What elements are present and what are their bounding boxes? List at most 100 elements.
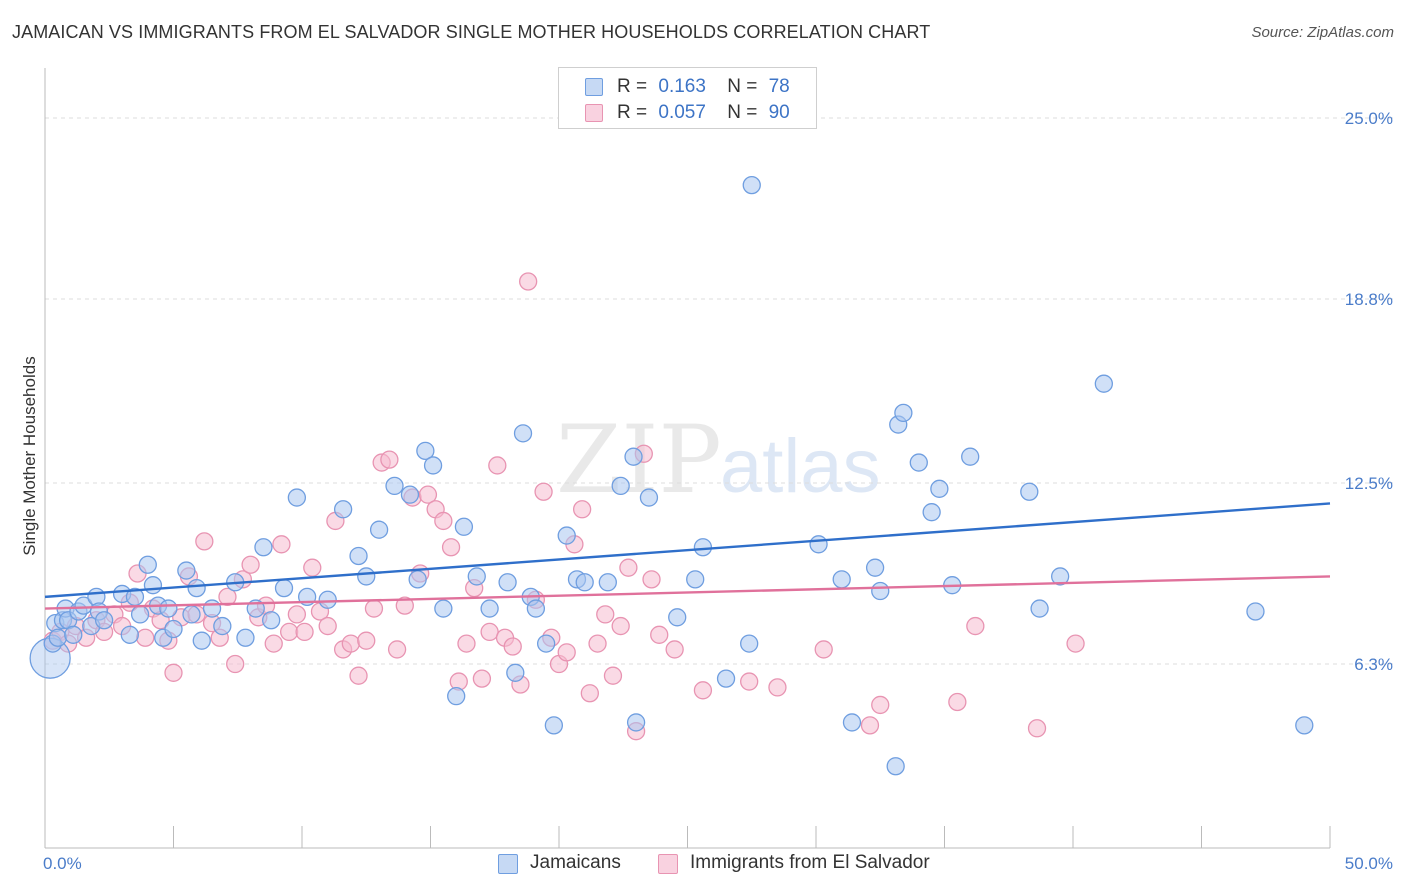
data-point-jamaicans	[236, 628, 255, 647]
x-tick-labels: 0.0% 50.0%	[43, 854, 1393, 873]
data-point-jamaicans	[213, 616, 232, 636]
trend-line-salvador	[44, 575, 1331, 610]
data-point-jamaicans	[400, 485, 420, 504]
legend-swatch-jamaicans	[585, 78, 603, 96]
data-point-jamaicans	[318, 590, 337, 609]
data-point-jamaicans	[506, 663, 525, 682]
trend-lines	[44, 502, 1331, 610]
data-point-jamaicans	[262, 611, 281, 630]
data-point-jamaicans	[357, 567, 376, 586]
data-point-salvador	[665, 640, 684, 659]
data-point-jamaicans	[624, 447, 643, 466]
data-point-salvador	[287, 605, 307, 624]
data-point-jamaicans	[575, 573, 594, 592]
data-point-salvador	[814, 640, 833, 659]
data-point-jamaicans	[922, 503, 941, 522]
data-point-salvador	[195, 532, 214, 551]
data-point-jamaicans	[1295, 716, 1314, 735]
data-point-salvador	[611, 616, 630, 636]
correlation-legend: R = 0.163 N = 78 R = 0.057 N = 90	[558, 67, 817, 129]
axes	[44, 68, 1331, 849]
data-point-jamaicans	[498, 573, 517, 592]
r-value: 0.163	[658, 76, 706, 97]
data-point-jamaicans	[809, 535, 828, 554]
data-point-salvador	[136, 628, 155, 647]
data-point-salvador	[1027, 719, 1047, 738]
data-point-jamaicans	[94, 611, 114, 630]
data-point-salvador	[357, 631, 376, 650]
data-point-jamaicans	[544, 716, 564, 735]
data-point-jamaicans	[598, 573, 617, 592]
trend-line-jamaicans	[44, 502, 1331, 599]
data-point-jamaicans	[434, 599, 453, 618]
data-point-salvador	[650, 625, 669, 644]
data-point-salvador	[948, 692, 967, 712]
data-point-jamaicans	[1051, 567, 1070, 586]
data-point-salvador	[503, 637, 522, 656]
data-point-jamaicans	[668, 608, 687, 627]
data-point-jamaicans	[480, 599, 499, 618]
data-point-salvador	[387, 640, 407, 659]
legend-swatch-salvador	[585, 104, 603, 122]
data-point-salvador	[295, 622, 314, 642]
data-point-jamaicans	[832, 570, 851, 589]
data-point-salvador	[364, 599, 384, 618]
data-point-jamaicans	[871, 581, 890, 601]
data-point-jamaicans	[1020, 482, 1039, 501]
data-point-salvador	[519, 272, 538, 291]
data-point-jamaicans	[454, 517, 474, 536]
data-point-jamaicans	[333, 500, 353, 519]
data-point-jamaicans	[537, 634, 556, 653]
legend-swatch-jamaicans	[498, 854, 518, 874]
y-tick-label: 18.8%	[1345, 290, 1393, 309]
data-point-jamaicans	[693, 538, 713, 557]
data-point-salvador	[457, 634, 476, 653]
data-point-jamaicans	[274, 578, 294, 598]
y-axis-label: Single Mother Households	[20, 356, 39, 555]
data-point-salvador	[488, 456, 507, 475]
chart-title: JAMAICAN VS IMMIGRANTS FROM EL SALVADOR …	[12, 22, 931, 42]
series-legend: Jamaicans Immigrants from El Salvador	[0, 852, 1406, 878]
data-point-salvador	[279, 622, 299, 642]
series-jamaicans	[29, 175, 1314, 776]
data-point-jamaicans	[842, 713, 862, 732]
data-point-jamaicans	[513, 424, 533, 443]
data-point-salvador	[603, 666, 623, 685]
data-point-jamaicans	[961, 447, 980, 466]
data-point-salvador	[318, 616, 337, 636]
watermark-atlas: atlas	[720, 424, 881, 509]
r-value: 0.057	[658, 102, 706, 123]
data-point-jamaicans	[408, 570, 427, 589]
y-tick-label: 12.5%	[1345, 474, 1393, 493]
data-point-jamaicans	[192, 631, 211, 650]
data-point-salvador	[164, 663, 183, 682]
n-label: N =	[727, 76, 758, 97]
data-point-jamaicans	[159, 599, 178, 618]
data-point-salvador	[966, 616, 985, 636]
data-point-jamaicans	[611, 476, 630, 496]
data-point-salvador	[418, 485, 438, 504]
data-point-jamaicans	[130, 605, 150, 624]
data-point-salvador	[596, 605, 615, 624]
y-tick-label: 6.3%	[1354, 655, 1393, 674]
data-point-salvador	[534, 482, 553, 501]
data-point-salvador	[480, 622, 499, 642]
data-point-jamaicans	[930, 479, 949, 498]
data-point-jamaicans	[369, 520, 389, 539]
data-point-jamaicans	[686, 570, 705, 589]
data-point-jamaicans	[1246, 602, 1265, 621]
data-point-jamaicans	[626, 713, 646, 732]
data-point-jamaicans	[416, 441, 435, 461]
data-point-salvador	[740, 672, 759, 691]
data-point-jamaicans	[287, 488, 307, 507]
data-point-salvador	[642, 570, 661, 589]
data-point-salvador	[693, 681, 713, 700]
data-point-jamaicans	[64, 625, 83, 644]
data-point-jamaicans	[187, 578, 206, 598]
legend-label-jamaicans: Jamaicans	[530, 852, 621, 873]
data-point-jamaicans	[639, 488, 659, 507]
data-point-salvador	[768, 678, 787, 697]
r-label: R =	[617, 76, 648, 97]
data-point-jamaicans	[526, 599, 546, 618]
